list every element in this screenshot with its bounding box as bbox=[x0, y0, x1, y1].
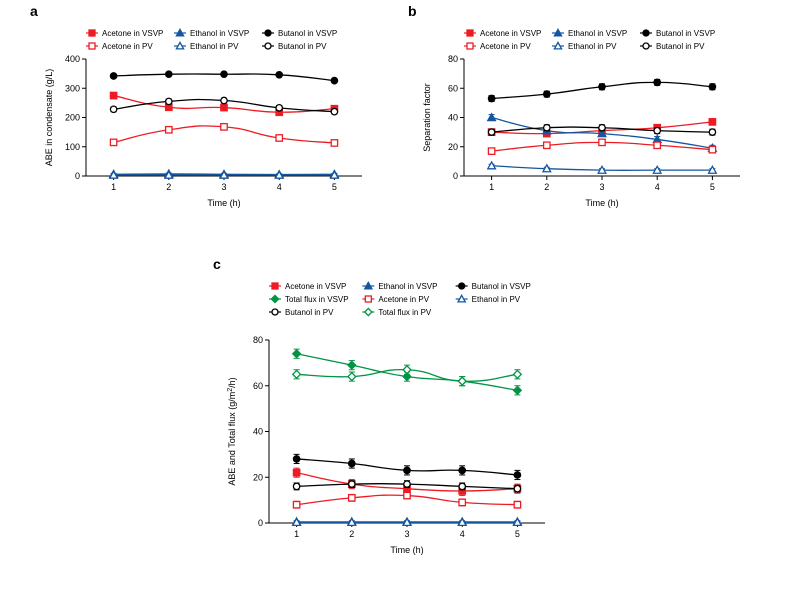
xlabel: Time (h) bbox=[390, 545, 423, 555]
ytick-label: 0 bbox=[453, 171, 458, 181]
legend-label: Acetone in PV bbox=[378, 295, 429, 304]
ytick-label: 400 bbox=[65, 54, 80, 64]
xtick-label: 2 bbox=[166, 182, 171, 192]
legend-label: Acetone in PV bbox=[102, 42, 153, 51]
ytick-label: 300 bbox=[65, 83, 80, 93]
legend-label: Acetone in VSVP bbox=[102, 29, 163, 38]
xtick-label: 5 bbox=[332, 182, 337, 192]
xtick-label: 5 bbox=[710, 182, 715, 192]
legend-label: Butanol in VSVP bbox=[278, 29, 337, 38]
ylabel: ABE and Total flux (g/m2/h) bbox=[227, 377, 238, 485]
legend-label: Ethanol in PV bbox=[190, 42, 239, 51]
legend-label: Butanol in VSVP bbox=[472, 282, 531, 291]
legend-label: Butanol in PV bbox=[656, 42, 705, 51]
xtick-label: 3 bbox=[599, 182, 604, 192]
panel-a: a 010020030040012345Time (h)ABE in conde… bbox=[30, 27, 370, 222]
panel-label-a: a bbox=[30, 3, 38, 19]
legend-label: Total flux in VSVP bbox=[285, 295, 349, 304]
legend-label: Total flux in PV bbox=[378, 308, 432, 317]
panel-label-b: b bbox=[408, 3, 417, 19]
legend-label: Acetone in VSVP bbox=[285, 282, 346, 291]
legend-label: Acetone in VSVP bbox=[480, 29, 541, 38]
ylabel: Separation factor bbox=[422, 83, 432, 152]
xtick-label: 4 bbox=[460, 529, 465, 539]
ytick-label: 0 bbox=[75, 171, 80, 181]
xtick-label: 2 bbox=[544, 182, 549, 192]
ytick-label: 40 bbox=[448, 113, 458, 123]
xtick-label: 1 bbox=[111, 182, 116, 192]
legend-label: Ethanol in VSVP bbox=[378, 282, 437, 291]
legend-label: Acetone in PV bbox=[480, 42, 531, 51]
ytick-label: 20 bbox=[448, 142, 458, 152]
ytick-label: 200 bbox=[65, 113, 80, 123]
ytick-label: 80 bbox=[448, 54, 458, 64]
legend-label: Butanol in PV bbox=[278, 42, 327, 51]
ytick-label: 20 bbox=[253, 472, 263, 482]
panel-label-c: c bbox=[213, 256, 221, 272]
legend-label: Butanol in VSVP bbox=[656, 29, 715, 38]
legend-label: Ethanol in VSVP bbox=[568, 29, 627, 38]
xtick-label: 1 bbox=[294, 529, 299, 539]
ytick-label: 40 bbox=[253, 427, 263, 437]
xtick-label: 1 bbox=[489, 182, 494, 192]
xtick-label: 2 bbox=[349, 529, 354, 539]
legend-label: Ethanol in PV bbox=[568, 42, 617, 51]
legend-label: Ethanol in VSVP bbox=[190, 29, 249, 38]
panel-c: c 02040608012345Time (h)ABE and Total fl… bbox=[213, 280, 573, 580]
legend-label: Ethanol in PV bbox=[472, 295, 521, 304]
xtick-label: 4 bbox=[655, 182, 660, 192]
ytick-label: 0 bbox=[258, 518, 263, 528]
xtick-label: 5 bbox=[515, 529, 520, 539]
legend-label: Butanol in PV bbox=[285, 308, 334, 317]
ytick-label: 60 bbox=[448, 83, 458, 93]
xtick-label: 3 bbox=[404, 529, 409, 539]
ytick-label: 100 bbox=[65, 142, 80, 152]
xlabel: Time (h) bbox=[585, 198, 618, 208]
ylabel: ABE in condensate (g/L) bbox=[44, 69, 54, 167]
ytick-label: 80 bbox=[253, 335, 263, 345]
xlabel: Time (h) bbox=[207, 198, 240, 208]
xtick-label: 3 bbox=[221, 182, 226, 192]
xtick-label: 4 bbox=[277, 182, 282, 192]
panel-b: b 02040608012345Time (h)Separation facto… bbox=[408, 27, 748, 222]
ytick-label: 60 bbox=[253, 381, 263, 391]
